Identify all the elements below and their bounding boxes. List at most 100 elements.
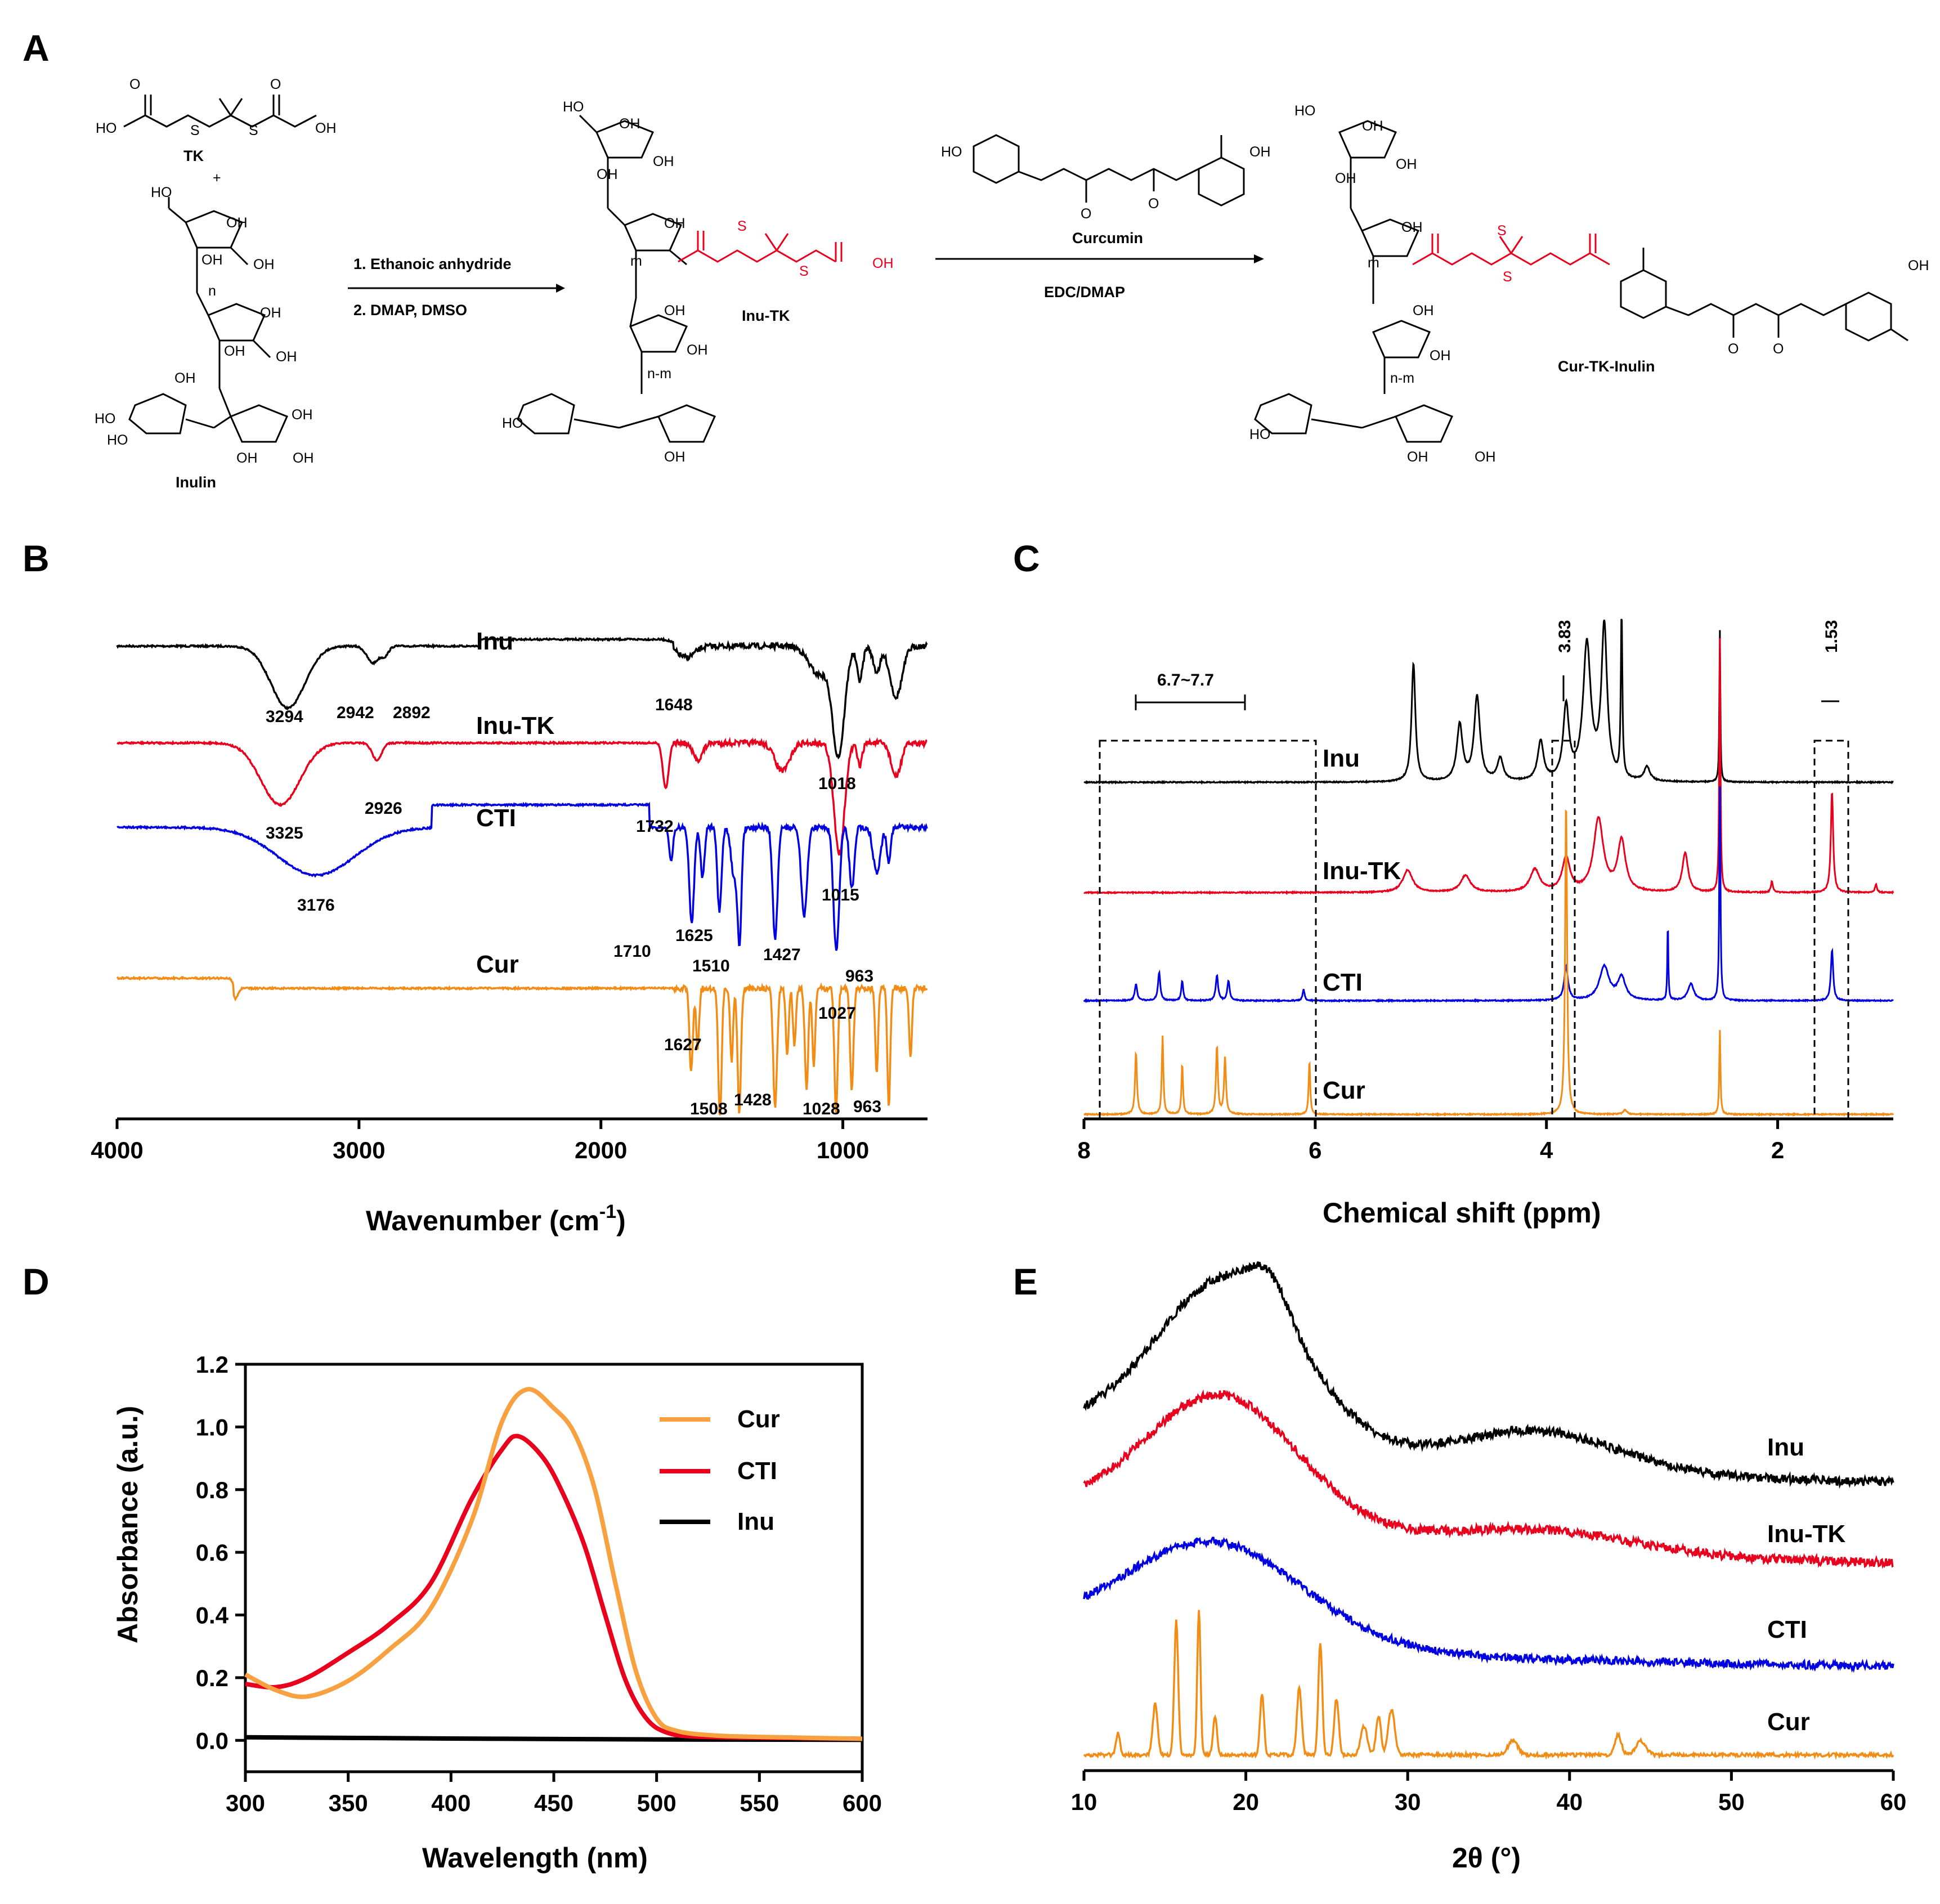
e-trace-cti (1083, 1536, 1894, 1673)
panel-d-label: D (23, 1261, 50, 1302)
d-ytick-label: 0.0 (196, 1727, 229, 1754)
e-xtick-label: 50 (1718, 1789, 1745, 1815)
prod-ho-1: HO (1294, 103, 1316, 119)
prod-m: m (1368, 255, 1379, 271)
prod-oh-1: OH (1362, 118, 1383, 134)
e-trace-cur (1083, 1610, 1894, 1760)
c-trace-inu (1083, 619, 1894, 785)
curcumin-structure (973, 134, 1245, 207)
d-tick-group: 300 350 400 450 500 550 600 0.0 0.2 0.4 0.6 0.8 1.0 1… (196, 1351, 882, 1816)
d-trace-cur (244, 1387, 863, 1741)
c-box-383 (1551, 740, 1576, 1120)
b-peak-1710: 1710 (613, 942, 651, 961)
d-legend-inu: Inu (737, 1508, 774, 1535)
c-ann-153: 1.53 (1822, 620, 1841, 653)
e-label-cti: CTI (1767, 1616, 1807, 1643)
product-structure (1254, 120, 1908, 443)
prod-oh-phenol: OH (1908, 258, 1929, 274)
prod-nm: n-m (1390, 370, 1414, 386)
step2-label: 2. DMAP, DMSO (353, 302, 467, 319)
inutk-ho-2: HO (502, 415, 523, 431)
arrow-1-head (556, 284, 565, 293)
inulin-ho-2: HO (95, 411, 116, 427)
inutk-tk-arm (678, 231, 843, 263)
c-label-inutk: Inu-TK (1323, 857, 1401, 885)
cur-ho: HO (941, 144, 962, 160)
prod-oh-6: OH (1430, 348, 1451, 364)
prod-ho-2: HO (1249, 427, 1271, 442)
curcumin-label: Curcumin (1072, 230, 1143, 247)
e-tick-group: 10 20 30 40 50 60 (1071, 1771, 1907, 1815)
b-peak-3176: 3176 (297, 896, 335, 915)
inutk-oh-3: OH (597, 167, 618, 182)
prod-oh-3: OH (1335, 171, 1356, 186)
plus-sign: + (213, 170, 221, 186)
inutk-oh-6: OH (687, 342, 708, 358)
panel-e-label: E (1013, 1261, 1038, 1302)
tk-s-left: S (190, 123, 200, 138)
b-trace-inu-tk (117, 736, 928, 856)
c-trace-cur (1083, 809, 1894, 1117)
inutk-s-right: S (799, 263, 809, 279)
d-ytick-label: 0.6 (196, 1539, 229, 1566)
d-legend-cti: CTI (737, 1457, 777, 1485)
panel-b-label: B (23, 537, 50, 579)
e-label-inutk: Inu-TK (1767, 1520, 1846, 1548)
inulin-structure (128, 197, 289, 443)
b-peak-1508: 1508 (690, 1100, 728, 1118)
inulin-oh-4: OH (260, 305, 281, 321)
b-trace-inu (116, 636, 928, 760)
inulin-oh-9: OH (236, 450, 258, 466)
cur-o-1: O (1081, 206, 1091, 222)
prod-oh-5: OH (1413, 303, 1434, 319)
inulin-oh-2: OH (201, 252, 223, 268)
panel-e: E 10 20 30 40 50 60 Inu Inu-TK CTI Cur 2θ (°) (1013, 1261, 1906, 1874)
d-xtick-label: 350 (329, 1790, 368, 1816)
d-legend-cur: Cur (737, 1405, 780, 1433)
b-label-cur: Cur (476, 951, 519, 978)
cur-oh: OH (1249, 144, 1271, 160)
b-tick-group: 4000 3000 2000 1000 (91, 1119, 869, 1163)
tk-o-left: O (129, 77, 140, 92)
inulin-oh-5: OH (224, 343, 245, 359)
inulin-oh-6: OH (276, 349, 297, 365)
c-tick-group: 8 6 4 2 (1077, 1119, 1784, 1163)
tk-s-right: S (249, 123, 258, 138)
d-ytick-label: 1.0 (196, 1414, 229, 1440)
panel-d: D 300 350 400 450 500 550 600 0.0 0.2 0.4 0.6 0.8 1.… (23, 1261, 882, 1874)
e-xtick-label: 10 (1071, 1789, 1097, 1815)
d-xtick-label: 450 (534, 1790, 574, 1816)
e-trace-inu (1083, 1261, 1894, 1489)
e-xtick-label: 60 (1880, 1789, 1907, 1815)
inutk-oh-2: OH (653, 154, 674, 169)
d-trace-group (244, 1387, 863, 1742)
prod-o-2: O (1773, 341, 1784, 357)
arrow-2-head (1254, 254, 1264, 263)
d-legend: Cur CTI Inu (660, 1405, 780, 1535)
c-label-cti: CTI (1323, 969, 1363, 996)
b-peak-1428: 1428 (734, 1091, 772, 1109)
prod-s-right: S (1503, 269, 1512, 285)
inutk-s-left: S (737, 218, 747, 234)
b-peak-3325: 3325 (266, 824, 303, 843)
inutk-m: m (630, 253, 642, 269)
inutk-oh-1: OH (619, 116, 640, 132)
inutk-oh-acid: OH (872, 256, 894, 271)
inulin-ho-1: HO (151, 185, 172, 200)
b-trace-group (116, 636, 928, 1115)
prod-o-1: O (1728, 341, 1739, 357)
b-trace-cur (116, 975, 928, 1115)
tk-ho: HO (96, 120, 117, 136)
e-xtick-label: 20 (1233, 1789, 1259, 1815)
inutk-structure (517, 114, 716, 443)
b-peak-3294: 3294 (266, 707, 303, 726)
inulin-oh-3: OH (253, 257, 275, 272)
c-label-inu: Inu (1323, 745, 1360, 772)
c-label-cur: Cur (1323, 1077, 1365, 1104)
e-label-cur: Cur (1767, 1708, 1810, 1736)
d-xtick-label: 400 (431, 1790, 471, 1816)
c-trace-cti (1083, 786, 1894, 1003)
c-xtick-label: 6 (1309, 1137, 1321, 1163)
e-trace-group (1083, 1261, 1894, 1760)
inulin-oh-1: OH (226, 215, 248, 231)
